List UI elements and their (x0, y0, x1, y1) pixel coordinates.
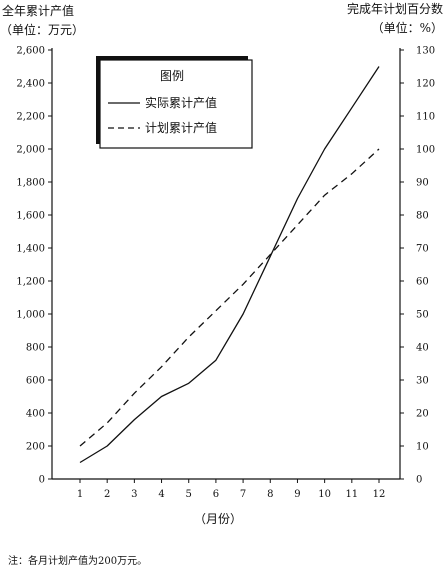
right-tick-label: 10 (416, 442, 429, 453)
left-tick-label: 2,600 (16, 46, 45, 57)
left-axis-unit: （单位：万元） (0, 22, 84, 37)
x-tick-label: 9 (294, 489, 300, 500)
left-tick-label: 2,000 (16, 145, 45, 156)
x-tick-label: 7 (240, 489, 246, 500)
right-tick-label: 70 (416, 244, 429, 255)
left-tick-label: 2,200 (16, 112, 45, 123)
x-tick-label: 12 (373, 489, 386, 500)
legend-plan-label: 计划累计产值 (145, 120, 217, 135)
left-tick-label: 1,000 (16, 310, 45, 321)
right-tick-label: 40 (416, 343, 429, 354)
right-tick-label: 80 (416, 211, 429, 222)
legend-box (99, 59, 253, 149)
right-axis-title: 完成年计划百分数 (347, 1, 443, 16)
right-tick-label: 100 (416, 145, 435, 156)
x-tick-label: 8 (267, 489, 273, 500)
left-tick-label: 800 (26, 343, 45, 354)
legend: 图例 实际累计产值 计划累计产值 (96, 56, 253, 149)
left-tick-label: 1,800 (16, 178, 45, 189)
right-tick-label: 90 (416, 178, 429, 189)
legend-title: 图例 (160, 69, 184, 83)
right-tick-label: 130 (416, 46, 435, 57)
right-axis-ticks: 0 10 20 30 40 50 60 70 80 90 100 110 120 130 (400, 46, 435, 486)
x-tick-label: 10 (318, 489, 331, 500)
right-tick-label: 60 (416, 277, 429, 288)
right-tick-label: 110 (416, 112, 435, 123)
left-tick-label: 1,400 (16, 244, 45, 255)
right-tick-label: 20 (416, 409, 429, 420)
x-tick-label: 3 (131, 489, 137, 500)
series-layer (79, 66, 380, 464)
left-tick-label: 600 (26, 376, 45, 387)
right-tick-label: 120 (416, 79, 435, 90)
right-tick-label: 0 (416, 475, 422, 486)
left-axis-ticks: 0 200 400 600 800 1,000 1,200 1,400 1,600 1,800 2,… (16, 46, 52, 486)
left-tick-label: 2,400 (16, 79, 45, 90)
left-tick-label: 200 (26, 442, 45, 453)
left-axis-title: 全年累计产值 (2, 3, 74, 18)
x-tick-label: 4 (158, 489, 164, 500)
x-axis-title: （月份） (194, 512, 242, 526)
planned-cumulative-line (79, 148, 380, 447)
footnote: 注：各月计划产值为200万元。 (8, 554, 147, 567)
left-tick-label: 0 (39, 475, 45, 486)
left-tick-label: 1,600 (16, 211, 45, 222)
x-tick-label: 2 (104, 489, 110, 500)
legend-actual-label: 实际累计产值 (145, 95, 217, 110)
x-tick-label: 5 (186, 489, 192, 500)
left-tick-label: 400 (26, 409, 45, 420)
x-tick-label: 6 (213, 489, 219, 500)
left-tick-label: 1,200 (16, 277, 45, 288)
right-tick-label: 30 (416, 376, 429, 387)
x-tick-label: 1 (77, 489, 83, 500)
x-tick-label: 11 (345, 489, 358, 500)
actual-cumulative-line (79, 66, 380, 464)
right-axis-unit: （单位：%） (372, 20, 443, 35)
x-axis-ticks: 1 2 3 4 5 6 7 8 9 10 11 12 (77, 479, 386, 500)
right-tick-label: 50 (416, 310, 429, 321)
